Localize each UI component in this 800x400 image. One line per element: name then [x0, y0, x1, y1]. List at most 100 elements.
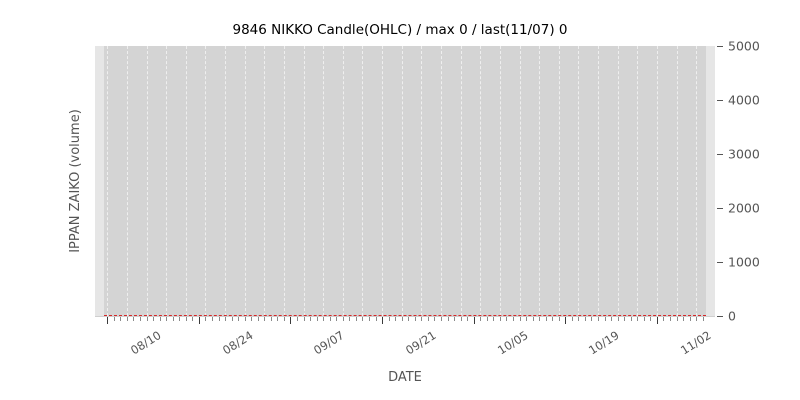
x-axis-tick-minor [342, 317, 344, 321]
gridline-vertical [244, 46, 246, 316]
x-axis-tick-minor [663, 317, 665, 321]
gridline-vertical [225, 46, 227, 316]
plot-right-margin-band [706, 46, 715, 316]
x-axis-tick-minor [283, 317, 285, 321]
gridline-vertical [205, 46, 207, 316]
x-axis-tick-minor [401, 317, 403, 321]
x-axis-tick-minor [270, 317, 272, 321]
x-axis-tick-minor [558, 317, 560, 321]
x-axis-tick-minor [480, 317, 482, 321]
x-axis-tick-minor [434, 317, 436, 321]
x-axis-tick-minor [460, 317, 462, 321]
x-axis-tick-minor [630, 317, 632, 321]
x-axis-tick-minor [120, 317, 122, 321]
x-axis-spine [95, 316, 715, 317]
x-axis-tick-minor [493, 317, 495, 321]
gridline-vertical [558, 46, 560, 316]
x-axis-tick-major [107, 317, 109, 324]
x-axis-tick-minor [336, 317, 338, 321]
x-axis-tick-minor [369, 317, 370, 321]
gridline-vertical [382, 46, 384, 316]
x-axis-tick-minor [643, 317, 645, 321]
x-axis-tick-minor [329, 317, 331, 321]
y-axis-tick-mark [717, 316, 723, 317]
x-axis-tick-minor [133, 317, 135, 321]
y-axis-tick-label: 4000 [728, 92, 760, 108]
y-axis-tick-label: 1000 [728, 254, 760, 270]
x-axis-tick-minor [676, 317, 678, 321]
y-axis-tick-label: 0 [728, 308, 736, 324]
x-axis-tick-minor [637, 317, 639, 321]
x-axis-tick-minor [323, 317, 325, 321]
x-axis-tick-minor [702, 317, 704, 321]
y-axis-title: IPPAN ZAIKO (volume) [68, 109, 83, 253]
x-axis-tick-major [382, 317, 384, 324]
x-axis-tick-minor [454, 317, 456, 321]
gridline-vertical [598, 46, 600, 316]
plot-left-margin-band [95, 46, 104, 316]
x-axis-tick-minor [388, 317, 390, 321]
x-axis-tick-major [656, 317, 658, 324]
gridline-vertical [480, 46, 482, 316]
gridline-vertical [401, 46, 403, 316]
x-axis-tick-label: 08/24 [219, 328, 256, 358]
x-axis-tick-minor [617, 317, 619, 321]
x-axis-tick-minor [257, 317, 259, 321]
gridline-vertical [107, 46, 109, 316]
x-axis-tick-minor [153, 317, 155, 321]
x-axis-tick-minor [519, 317, 521, 321]
y-axis-tick-mark [717, 46, 723, 47]
x-axis-tick-minor [146, 317, 148, 321]
x-axis-tick-minor [499, 317, 501, 321]
x-axis-tick-minor [139, 317, 141, 321]
y-axis-tick-label: 2000 [728, 200, 760, 216]
x-axis-tick-minor [683, 317, 685, 321]
y-axis-tick-mark [717, 208, 723, 209]
x-axis-tick-minor [611, 317, 613, 321]
x-axis-tick-minor [526, 317, 528, 321]
x-axis-tick-minor [205, 317, 207, 321]
x-axis-tick-minor [578, 317, 580, 321]
plot-area [95, 46, 715, 316]
x-axis-tick-major [290, 317, 292, 324]
x-axis-tick-minor [486, 317, 488, 321]
x-axis-tick-minor [598, 317, 600, 321]
x-axis-tick-major [198, 317, 200, 324]
chart-title: 9846 NIKKO Candle(OHLC) / max 0 / last(1… [232, 22, 568, 38]
x-axis-tick-minor [427, 317, 429, 321]
series-line-ippan-zaiko [104, 315, 706, 316]
y-axis-tick-label: 3000 [728, 146, 760, 162]
x-axis-tick-minor [231, 317, 233, 321]
y-axis-tick-label: 5000 [728, 38, 760, 54]
x-axis-tick-minor [696, 317, 698, 321]
x-axis-tick-minor [126, 317, 128, 321]
x-axis-tick-major [473, 317, 475, 324]
x-axis-tick-minor [624, 317, 626, 321]
x-axis-tick-label: 11/02 [677, 328, 714, 358]
gridline-vertical [146, 46, 148, 316]
x-axis-tick-minor [297, 317, 299, 321]
x-axis-tick-minor [447, 317, 449, 321]
x-axis-tick-minor [244, 317, 246, 321]
gridlines [95, 46, 715, 316]
x-axis-tick-minor [689, 317, 691, 321]
gridline-vertical [676, 46, 678, 316]
x-axis-tick-minor [591, 317, 593, 321]
x-axis-tick-minor [251, 317, 253, 321]
x-axis-tick-label: 09/21 [403, 328, 439, 358]
gridline-vertical [440, 46, 442, 316]
x-axis-tick-minor [264, 317, 266, 321]
x-axis-tick-minor [238, 317, 240, 321]
gridline-vertical [323, 46, 325, 316]
x-axis-tick-minor [159, 317, 161, 321]
gridline-vertical [578, 46, 580, 316]
gridline-vertical [283, 46, 285, 316]
x-axis-tick-label: 10/19 [586, 328, 622, 358]
x-axis-tick-minor [408, 317, 410, 321]
gridline-vertical [303, 46, 305, 316]
gridline-vertical [166, 46, 168, 316]
x-axis-tick-minor [218, 317, 220, 321]
x-axis-tick-minor [179, 317, 181, 321]
gridline-vertical [656, 46, 658, 316]
